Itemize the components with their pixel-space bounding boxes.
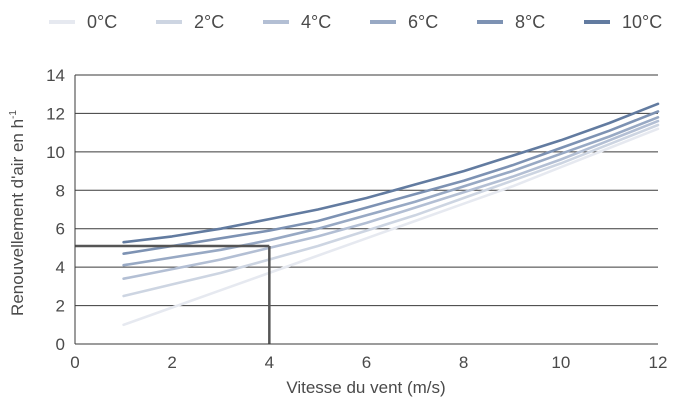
legend-label-2: 4°C [301,12,331,32]
legend: 0°C 2°C 4°C 6°C 8°C 10°C [49,12,662,32]
series-line-8CC [122,110,660,255]
y-tick-label-3: 6 [56,220,65,239]
series-line-0CC [122,127,660,327]
y-tick-label-7: 14 [46,66,65,85]
x-axis-title: Vitesse du vent (m/s) [286,378,445,397]
y-tick-label-6: 12 [46,104,65,123]
series-line-2CC [122,123,660,298]
x-tick-label-6: 12 [649,353,668,372]
x-tick-label-5: 10 [551,353,570,372]
y-tick-label-0: 0 [56,335,65,354]
series-line-4CC [122,119,660,281]
plot-series [122,102,660,327]
x-tick-label-3: 6 [362,353,371,372]
y-tick-label-2: 4 [56,258,65,277]
legend-label-3: 6°C [408,12,438,32]
legend-label-5: 10°C [622,12,662,32]
tick-labels: 0 2 4 6 8 10 12 14 0 2 4 6 8 10 12 [46,66,667,372]
grid [75,74,658,345]
legend-label-4: 8°C [515,12,545,32]
axes [74,75,658,345]
y-axis-title: Renouvellement d'air en h-1 [8,110,27,316]
legend-label-0: 0°C [87,12,117,32]
x-tick-label-2: 4 [265,353,274,372]
y-axis-title-superscript: -1 [8,110,19,119]
annotation [75,244,271,344]
series-line-10CC [122,102,660,244]
y-axis-title-text: Renouvellement d'air en h [8,119,27,316]
legend-label-1: 2°C [194,12,224,32]
x-tick-label-4: 8 [459,353,468,372]
y-tick-label-4: 8 [56,181,65,200]
x-tick-label-1: 2 [167,353,176,372]
y-tick-label-5: 10 [46,143,65,162]
x-tick-label-0: 0 [70,353,79,372]
series-line-6CC [122,116,660,267]
y-tick-label-1: 2 [56,297,65,316]
